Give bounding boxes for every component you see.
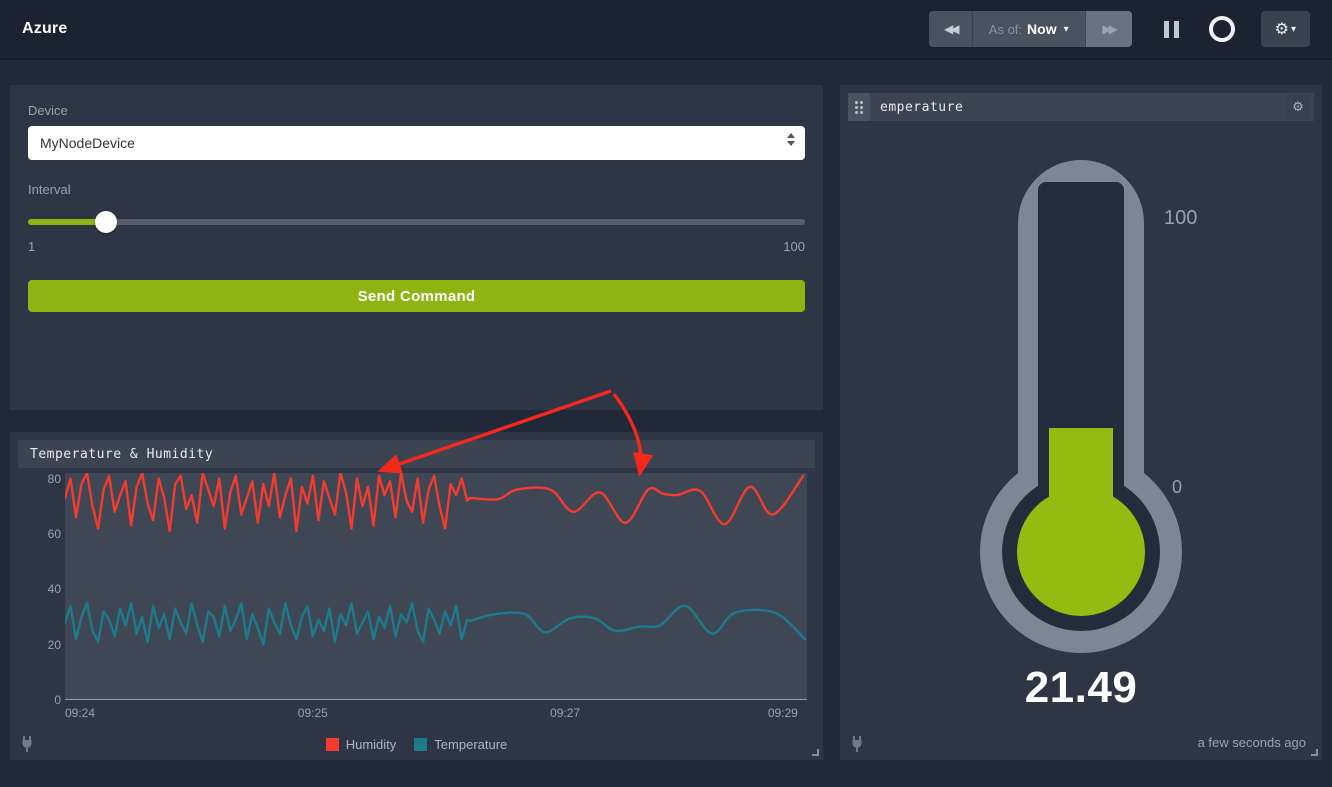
- settings-menu-button[interactable]: ⚙ ▾: [1260, 11, 1310, 47]
- series-humidity: [65, 473, 805, 533]
- send-command-button[interactable]: Send Command: [28, 280, 805, 312]
- gauge-min-label: 0: [1172, 477, 1183, 497]
- legend-swatch: [414, 738, 428, 751]
- time-control-group: ◀◀ As of: Now ▾ ▶▶: [928, 11, 1132, 47]
- app-title: Azure: [22, 20, 68, 37]
- series-temperature: [65, 601, 806, 646]
- slider-min-label: 1: [28, 239, 36, 254]
- legend-label: Temperature: [434, 737, 508, 752]
- legend-item-humidity: Humidity: [325, 737, 397, 752]
- gauge-value: 21.49: [1024, 663, 1138, 712]
- chart-header: Temperature & Humidity: [18, 440, 815, 468]
- y-tick-label: 80: [47, 471, 61, 486]
- y-tick-label: 40: [47, 582, 61, 597]
- fast-forward-icon: ▶▶: [1102, 22, 1118, 36]
- resize-handle[interactable]: [1311, 749, 1318, 756]
- temperature-gauge-panel: emperature ⚙ 100 0 21.49 a few seconds a…: [840, 85, 1322, 760]
- device-controls-panel: Device MyNodeDevice Interval 1 100 Send …: [10, 85, 823, 410]
- x-tick-label: 09:27: [550, 706, 581, 720]
- gear-icon: ⚙: [1274, 21, 1289, 38]
- rewind-button[interactable]: ◀◀: [928, 11, 973, 47]
- pause-button[interactable]: [1163, 20, 1179, 38]
- thermometer-fill-bulb: [1017, 488, 1145, 616]
- select-stepper-icon: [787, 133, 795, 146]
- legend-label: Humidity: [345, 737, 397, 752]
- chart-title: Temperature & Humidity: [30, 446, 214, 462]
- drag-handle-icon[interactable]: [848, 93, 870, 121]
- top-bar: Azure ◀◀ As of: Now ▾ ▶▶ ⚙ ▾: [0, 0, 1332, 60]
- rewind-icon: ◀◀: [944, 22, 960, 36]
- device-label: Device: [28, 103, 68, 118]
- last-updated-text: a few seconds ago: [1197, 735, 1306, 750]
- slider-max-label: 100: [783, 239, 805, 254]
- interval-slider[interactable]: [28, 211, 805, 233]
- as-of-value: Now: [1027, 21, 1057, 37]
- gauge-max-label: 100: [1164, 207, 1198, 229]
- interval-label: Interval: [28, 182, 71, 197]
- gauge-header: emperature ⚙: [848, 93, 1314, 121]
- datasource-plug-icon: [852, 736, 862, 752]
- chevron-down-icon: ▾: [1290, 23, 1296, 35]
- device-select-value: MyNodeDevice: [40, 135, 135, 151]
- line-chart-plot: [65, 473, 807, 700]
- x-tick-label: 09:25: [297, 706, 328, 720]
- datasource-plug-icon: [22, 736, 32, 752]
- fast-forward-button[interactable]: ▶▶: [1085, 11, 1132, 47]
- refresh-spinner-icon: [1208, 16, 1235, 42]
- legend-item-temperature: Temperature: [414, 737, 507, 752]
- y-tick-label: 60: [47, 526, 61, 541]
- x-tick-label: 09:29: [767, 706, 798, 720]
- chart-panel: Temperature & Humidity 0 20 40 60 80 09:24 09…: [10, 432, 823, 760]
- chart-legend: Humidity Temperature: [10, 737, 823, 752]
- slider-scale: 1 100: [28, 239, 805, 254]
- as-of-label: As of:: [988, 21, 1023, 37]
- slider-handle[interactable]: [94, 211, 117, 233]
- as-of-dropdown[interactable]: As of: Now ▾: [972, 11, 1086, 47]
- legend-swatch: [325, 738, 339, 751]
- y-tick-label: 20: [47, 637, 61, 652]
- widget-gear-icon[interactable]: ⚙: [1286, 95, 1310, 119]
- y-tick-label: 0: [54, 693, 61, 707]
- slider-track[interactable]: [28, 219, 805, 225]
- chart-series-svg: [65, 473, 806, 646]
- chevron-down-icon: ▾: [1063, 23, 1069, 35]
- resize-handle[interactable]: [812, 749, 819, 756]
- x-tick-label: 09:24: [65, 706, 96, 720]
- gauge-title: emperature: [880, 99, 964, 115]
- device-select[interactable]: MyNodeDevice: [28, 126, 805, 160]
- slider-fill: [28, 219, 106, 225]
